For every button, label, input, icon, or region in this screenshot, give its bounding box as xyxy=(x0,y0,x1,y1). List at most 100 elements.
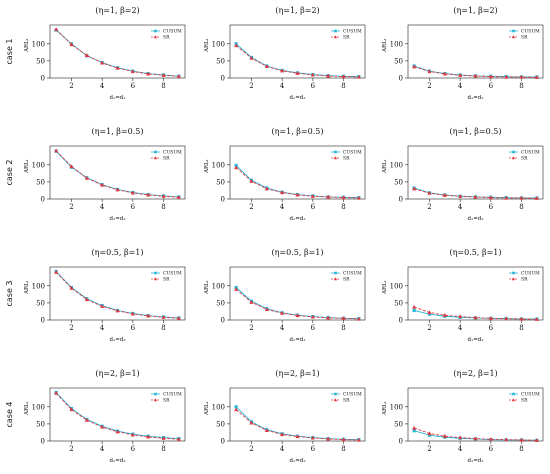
legend-label: CUSUM xyxy=(521,392,540,398)
x-tick-label: 2 xyxy=(427,82,431,90)
y-tick-label: 0 xyxy=(221,75,225,83)
data-point-sr xyxy=(356,437,361,442)
data-point-sr xyxy=(264,307,269,311)
x-tick-label: 6 xyxy=(131,82,136,90)
y-axis-label: ARL₁ xyxy=(204,280,210,295)
x-tick-label: 8 xyxy=(161,324,165,332)
data-point-sr xyxy=(69,407,74,412)
x-tick-label: 6 xyxy=(489,324,494,332)
data-point-sr xyxy=(146,434,151,439)
x-tick-label: 4 xyxy=(458,445,463,453)
data-point-sr xyxy=(310,314,315,319)
data-point-sr xyxy=(264,186,269,191)
subplot-title: (η=2, β=1) xyxy=(453,369,497,378)
x-tick-label: 8 xyxy=(161,445,165,453)
data-point-sr xyxy=(146,71,151,76)
x-axis-label: d₁=d₂ xyxy=(467,337,483,343)
subplot-title: (η=1, β=2) xyxy=(95,6,139,15)
subplot-title: (η=1, β=0.5) xyxy=(92,127,144,136)
data-point-cusum xyxy=(427,433,432,437)
data-point-sr xyxy=(504,316,509,321)
data-point-sr xyxy=(519,195,524,200)
data-point-sr xyxy=(84,53,89,58)
data-point-sr xyxy=(412,64,417,69)
data-point-sr xyxy=(69,286,74,290)
data-point-sr xyxy=(534,196,539,200)
x-tick-label: 6 xyxy=(311,324,316,332)
x-tick-label: 6 xyxy=(131,445,136,453)
data-point-sr xyxy=(442,434,447,438)
data-point-sr xyxy=(504,195,509,200)
data-point-sr xyxy=(427,310,432,315)
y-axis-label: ARL₁ xyxy=(204,159,210,174)
y-tick-label: 0 xyxy=(41,438,45,446)
y-axis-label: ARL₁ xyxy=(24,401,30,416)
data-point-sr xyxy=(356,74,361,79)
plot-frame xyxy=(49,266,186,321)
legend-marker xyxy=(334,29,337,33)
data-point-cusum xyxy=(234,405,238,409)
data-point-sr xyxy=(69,42,74,47)
x-axis-label: d₁=d₂ xyxy=(289,95,305,101)
y-tick-label: 100 xyxy=(390,282,403,290)
data-point-sr xyxy=(412,425,417,430)
y-axis-label: ARL₁ xyxy=(24,38,30,53)
data-point-sr xyxy=(84,175,89,180)
legend-marker xyxy=(334,150,337,154)
subplot-title: (η=1, β=2) xyxy=(453,6,497,15)
data-point-sr xyxy=(295,313,300,318)
data-point-sr xyxy=(130,311,135,316)
x-tick-label: 8 xyxy=(161,82,165,90)
x-tick-label: 8 xyxy=(519,445,523,453)
data-point-sr xyxy=(488,316,493,320)
plot-frame xyxy=(229,266,366,321)
legend-marker xyxy=(511,35,516,39)
x-tick-label: 2 xyxy=(249,203,253,211)
y-tick-label: 50 xyxy=(216,420,225,428)
data-point-sr xyxy=(310,194,315,198)
legend-label: SR xyxy=(343,277,350,283)
x-tick-label: 4 xyxy=(100,324,105,332)
x-tick-label: 8 xyxy=(341,82,345,90)
data-point-cusum xyxy=(412,308,416,313)
data-point-sr xyxy=(326,436,331,441)
legend-marker xyxy=(154,29,157,33)
legend-label: SR xyxy=(521,277,528,283)
y-tick-label: 100 xyxy=(390,403,403,411)
legend-label: CUSUM xyxy=(163,150,182,156)
x-axis-label: d₁=d₂ xyxy=(289,216,305,222)
data-point-sr xyxy=(504,437,509,442)
y-axis-label: ARL₁ xyxy=(204,401,210,416)
y-tick-label: 100 xyxy=(212,40,225,48)
x-tick-label: 8 xyxy=(519,324,523,332)
x-tick-label: 4 xyxy=(100,82,105,90)
legend-marker xyxy=(333,35,338,39)
data-point-sr xyxy=(488,195,493,200)
data-point-sr xyxy=(264,64,269,68)
data-point-sr xyxy=(249,420,254,425)
series-line-sr xyxy=(235,45,359,78)
data-point-sr xyxy=(176,74,181,78)
y-tick-label: 100 xyxy=(32,282,45,290)
legend-marker xyxy=(153,35,158,39)
y-tick-label: 50 xyxy=(36,420,45,428)
y-tick-label: 0 xyxy=(41,196,45,204)
subplot-title: (η=0.5, β=1) xyxy=(272,248,324,257)
data-point-sr xyxy=(115,429,120,434)
x-tick-label: 4 xyxy=(100,445,105,453)
legend-marker xyxy=(154,271,157,275)
data-point-cusum xyxy=(412,429,416,433)
x-tick-label: 4 xyxy=(458,324,463,332)
data-point-sr xyxy=(519,316,524,321)
data-point-sr xyxy=(115,65,120,70)
y-axis-label: ARL₁ xyxy=(382,38,388,53)
data-point-sr xyxy=(442,71,447,76)
data-point-sr xyxy=(473,436,478,441)
plot-frame xyxy=(229,145,366,200)
